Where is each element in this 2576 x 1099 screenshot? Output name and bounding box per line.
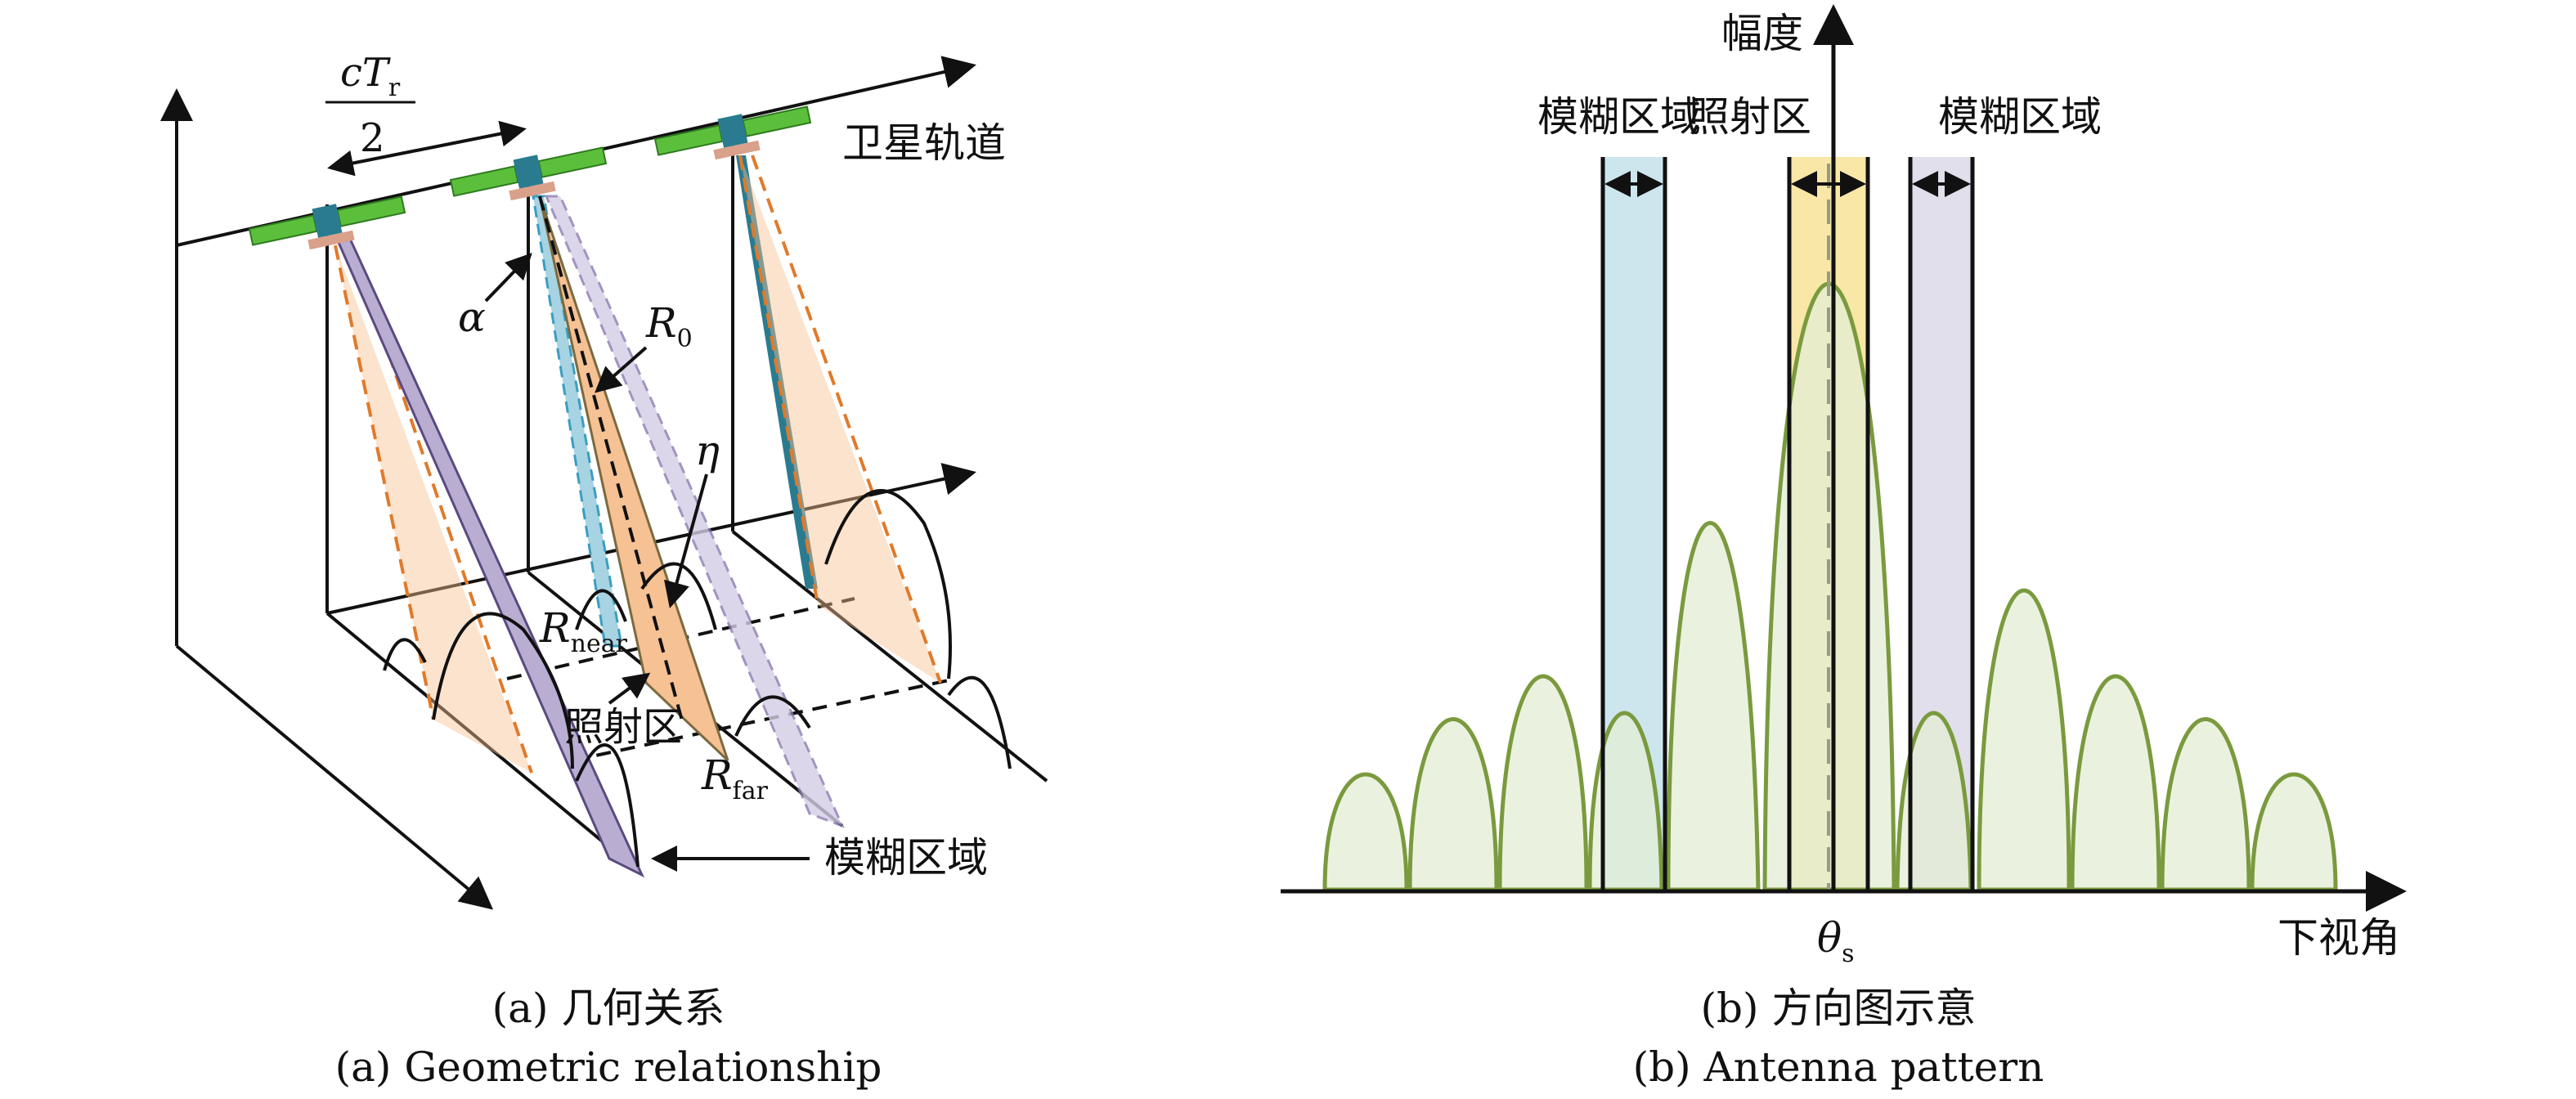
caption-a-cn: (a) 几何关系: [492, 985, 725, 1032]
satellite-icon: [653, 105, 812, 160]
ground-arc: [824, 489, 952, 680]
swath-line: [325, 612, 640, 872]
ground-arc: [575, 589, 627, 630]
alpha-arrow: [484, 253, 532, 303]
caption-b-en: (b) Antenna pattern: [1633, 1043, 2044, 1091]
side-lobe: [1322, 772, 1409, 892]
antenna-lobes: [1322, 281, 2338, 892]
x-axis-label: 下视角: [2278, 914, 2400, 962]
illum-label-a: 照射区: [564, 704, 682, 750]
illum-label-b: 照射区: [1689, 93, 1811, 141]
far-range-dashed: [572, 679, 949, 762]
y-axis-label: 幅度: [1721, 10, 1803, 57]
beam-orange-3: [740, 155, 940, 683]
ground-arc: [734, 695, 811, 737]
beam-orange-2: [538, 195, 729, 762]
side-lobe: [1666, 521, 1761, 892]
side-lobe: [1895, 711, 1973, 892]
caption-b-cn: (b) 方向图示意: [1701, 985, 1977, 1032]
alpha-label: α: [458, 294, 486, 341]
R0-label: R0: [645, 299, 693, 353]
caption-a-en: (a) Geometric relationship: [335, 1043, 882, 1091]
label-two: 2: [360, 115, 385, 161]
ground-arc: [947, 675, 1012, 769]
side-lobe: [2160, 717, 2251, 892]
spacing-arrow: [327, 120, 527, 177]
beam-orange-1: [335, 245, 532, 773]
side-lobe: [1977, 588, 2071, 892]
ambiguity-label-a: 模糊区域: [824, 834, 988, 881]
side-lobe: [1587, 711, 1664, 892]
beam-purple-2: [544, 195, 845, 828]
eta-arrow: [663, 473, 708, 608]
illum-arrow-a: [608, 672, 651, 705]
R0-arrow: [595, 346, 648, 393]
ground-axis: [175, 644, 494, 910]
satellite-icon: [248, 195, 406, 250]
side-lobe: [2250, 772, 2338, 892]
side-lobe: [2070, 674, 2161, 892]
side-lobe: [1407, 717, 1499, 892]
ground-arc: [575, 743, 640, 868]
ambiguity-label-right: 模糊区域: [1938, 93, 2102, 141]
label-cTr: cTr: [340, 50, 401, 102]
ambiguity-label-left: 模糊区域: [1537, 93, 1701, 141]
Rfar-label: Rfar: [701, 751, 769, 805]
Rnear-label: Rnear: [539, 604, 628, 658]
panel-a-geometry: cTr 2 卫星轨道 α R0 η Rnear 照射区 Rfar 模糊区域 (a…: [160, 50, 1048, 1091]
side-lobe: [1497, 674, 1589, 892]
eta-label: η: [695, 427, 720, 474]
ground-arc: [383, 638, 427, 671]
theta-label: θs: [1817, 914, 1855, 968]
swath-line: [731, 530, 1048, 783]
ground-arc: [432, 612, 574, 769]
main-lobe: [1762, 281, 1896, 892]
orbit-label: 卫星轨道: [842, 119, 1006, 167]
panel-b-antenna-pattern: 幅度 模糊区域 照射区 模糊区域 θs 下视角 (b) 方向图示意 (b) An…: [1281, 4, 2407, 1091]
